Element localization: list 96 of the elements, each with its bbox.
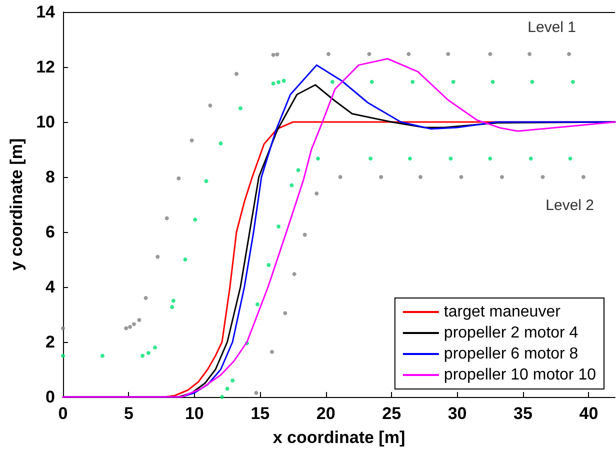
- point: [379, 175, 384, 179]
- x-axis-title: x coordinate [m]: [272, 428, 406, 447]
- point: [488, 52, 492, 56]
- point: [282, 78, 286, 83]
- legend-label: target maneuver: [444, 304, 562, 320]
- legend-label: propeller 6 motor 8: [444, 346, 578, 362]
- point: [124, 326, 128, 330]
- point: [218, 141, 223, 146]
- y-tick-label: 12: [36, 58, 55, 76]
- point: [176, 176, 181, 180]
- y-tick-label: 14: [36, 2, 56, 22]
- point: [61, 326, 65, 330]
- point: [156, 254, 160, 259]
- point: [132, 322, 136, 326]
- point: [266, 263, 271, 267]
- point: [164, 216, 169, 220]
- legend-label: propeller 2 motor 4: [444, 324, 578, 342]
- x-tick-label: 20: [316, 404, 336, 423]
- point: [254, 390, 258, 395]
- point: [581, 175, 586, 179]
- point: [540, 175, 545, 179]
- point: [230, 378, 235, 382]
- point: [193, 218, 198, 222]
- y-tick-label: 10: [36, 112, 55, 132]
- annotation: Level 2: [546, 197, 594, 214]
- y-tick-label: 0: [46, 388, 55, 406]
- x-tick-label: 40: [579, 404, 598, 423]
- point: [225, 386, 230, 391]
- point: [528, 52, 532, 56]
- point: [316, 156, 320, 161]
- point: [370, 80, 374, 84]
- point: [234, 72, 238, 76]
- point: [208, 104, 212, 108]
- point: [190, 138, 194, 142]
- y-axis-title: y coordinate [m]: [7, 138, 26, 271]
- point: [451, 80, 456, 84]
- point: [61, 354, 65, 358]
- point: [292, 272, 296, 276]
- x-tick-label: 35: [514, 404, 532, 423]
- point: [170, 305, 174, 310]
- point: [271, 82, 276, 86]
- point: [256, 302, 260, 306]
- point: [567, 52, 571, 56]
- point: [488, 156, 492, 161]
- point: [283, 311, 288, 316]
- point: [275, 52, 280, 56]
- point: [140, 354, 145, 358]
- point: [302, 232, 307, 237]
- point: [146, 351, 150, 355]
- legend-label: propeller 10 motor 10: [444, 366, 596, 384]
- point: [276, 224, 281, 228]
- y-tick-label: 6: [46, 222, 55, 242]
- point: [368, 156, 373, 161]
- point: [270, 350, 274, 354]
- point: [459, 175, 464, 179]
- x-tick-label: 5: [124, 404, 134, 423]
- x-tick-label: 10: [184, 404, 204, 423]
- point: [314, 192, 319, 196]
- point: [367, 52, 372, 56]
- point: [530, 80, 534, 84]
- point: [500, 175, 504, 179]
- point: [330, 80, 334, 84]
- point: [183, 258, 188, 262]
- point: [137, 318, 142, 322]
- point: [276, 80, 281, 84]
- point: [568, 156, 572, 161]
- point: [271, 52, 276, 57]
- point: [528, 156, 533, 161]
- point: [220, 395, 224, 399]
- point: [410, 80, 415, 84]
- y-tick-label: 2: [46, 332, 55, 352]
- point: [153, 346, 157, 350]
- point: [100, 354, 104, 358]
- point: [204, 179, 208, 184]
- point: [144, 296, 148, 300]
- x-tick-label: 0: [58, 404, 68, 423]
- point: [296, 168, 300, 172]
- x-tick-label: 15: [250, 404, 270, 423]
- point: [406, 52, 411, 56]
- point: [570, 80, 575, 84]
- point: [448, 156, 453, 161]
- point: [418, 175, 422, 179]
- point: [326, 52, 330, 56]
- point: [490, 80, 495, 84]
- point: [408, 156, 412, 161]
- point: [446, 52, 450, 56]
- point: [290, 183, 294, 188]
- y-tick-label: 4: [46, 278, 56, 296]
- point: [338, 175, 342, 179]
- x-tick-label: 25: [382, 404, 402, 423]
- x-tick-label: 30: [448, 404, 467, 423]
- annotation: Level 1: [528, 19, 576, 36]
- point: [171, 298, 176, 303]
- y-tick-label: 8: [46, 168, 55, 186]
- point: [238, 106, 242, 110]
- point: [128, 324, 132, 329]
